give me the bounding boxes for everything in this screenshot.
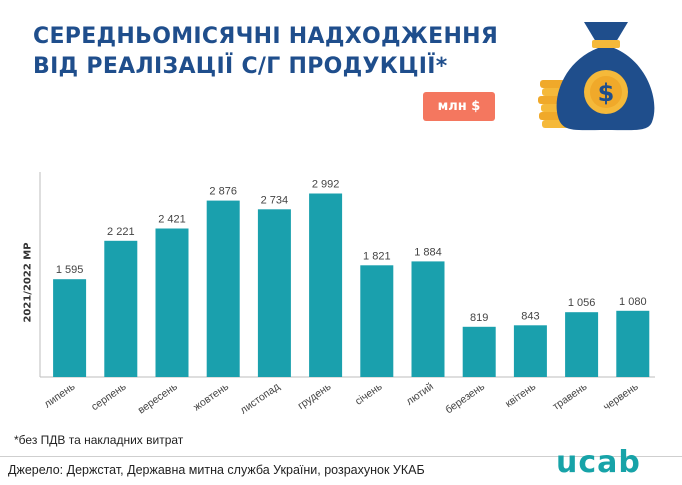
value-label: 2 221: [107, 226, 135, 238]
divider: [0, 456, 682, 457]
bar-лютий: [411, 261, 445, 377]
money-bag-icon: $: [538, 22, 655, 131]
bar-липень: [53, 279, 87, 377]
chart-title: СЕРЕДНЬОМІСЯЧНІ НАДХОДЖЕННЯ ВІД РЕАЛІЗАЦ…: [33, 22, 498, 82]
value-label: 1 595: [56, 264, 84, 276]
value-label: 1 884: [414, 246, 442, 258]
x-tick-label: січень: [353, 380, 385, 407]
value-label: 2 734: [261, 194, 289, 206]
bar-квітень: [513, 325, 547, 377]
x-tick-label: серпень: [89, 380, 129, 413]
bar-серпень: [104, 240, 138, 377]
bar-жовтень: [206, 200, 240, 377]
x-tick-label: червень: [601, 380, 641, 413]
bar-chart: 1 595 липень 2 221 серпень 2 421 вересень 2 87…: [39, 172, 655, 417]
x-tick-label: вересень: [136, 380, 180, 416]
bar-березень: [462, 326, 496, 377]
x-tick-label: березень: [443, 380, 487, 416]
bar-грудень: [309, 193, 343, 377]
value-label: 819: [470, 312, 488, 324]
bar-вересень: [155, 228, 189, 377]
title-line-2: ВІД РЕАЛІЗАЦІЇ С/Г ПРОДУКЦІЇ*: [33, 54, 448, 79]
x-tick-label: листопад: [238, 381, 282, 417]
bar-червень: [616, 310, 650, 377]
bar-листопад: [257, 209, 291, 377]
bar-січень: [360, 265, 394, 377]
footnote: *без ПДВ та накладних витрат: [14, 433, 184, 447]
x-tick-label: квітень: [503, 380, 538, 410]
unit-badge: млн $: [423, 92, 495, 121]
x-tick-label: грудень: [296, 380, 334, 412]
value-label: 1 056: [568, 297, 596, 309]
title-line-1: СЕРЕДНЬОМІСЯЧНІ НАДХОДЖЕННЯ: [33, 24, 499, 49]
ucab-logo: ucab: [556, 445, 641, 480]
x-tick-label: липень: [42, 380, 78, 410]
value-label: 843: [521, 310, 539, 322]
svg-text:$: $: [598, 79, 615, 107]
bar-травень: [565, 312, 599, 377]
value-label: 2 992: [312, 179, 340, 191]
value-label: 1 080: [619, 296, 647, 308]
value-label: 1 821: [363, 250, 391, 262]
value-label: 2 876: [209, 186, 237, 198]
x-tick-label: лютий: [404, 381, 436, 408]
x-tick-label: травень: [550, 380, 589, 413]
value-label: 2 421: [158, 214, 186, 226]
x-tick-label: жовтень: [191, 380, 231, 413]
source-text: Джерело: Держстат, Державна митна служба…: [8, 463, 425, 477]
